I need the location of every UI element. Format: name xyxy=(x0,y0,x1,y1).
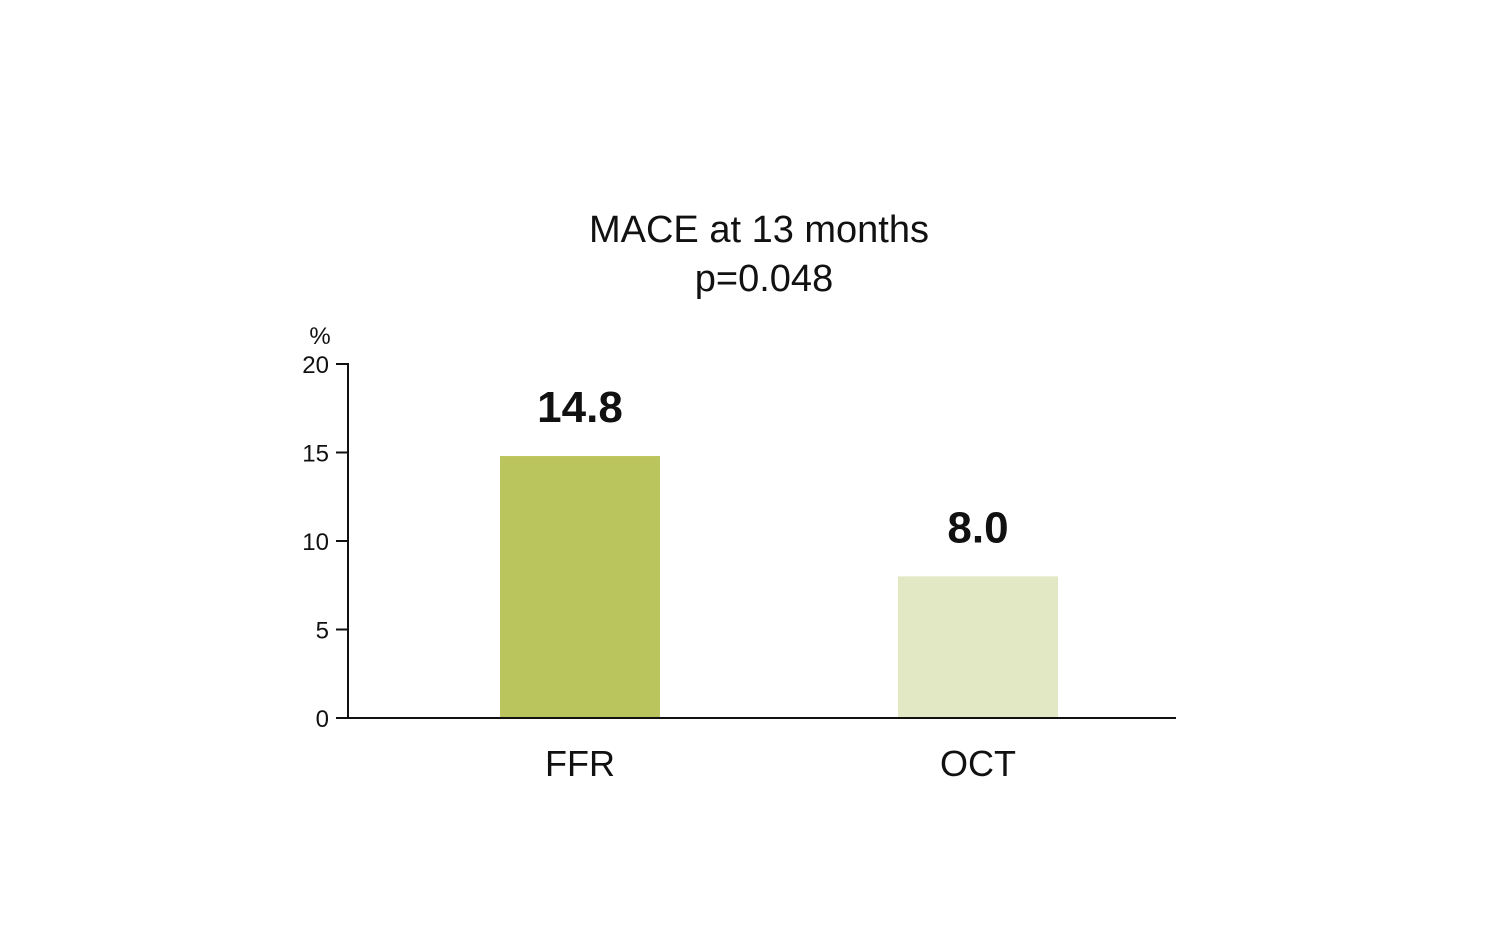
y-tick-label: 15 xyxy=(302,441,329,468)
value-label-oct: 8.0 xyxy=(947,503,1008,552)
chart-subtitle: p=0.048 xyxy=(695,258,833,300)
x-category-label-ffr: FFR xyxy=(545,743,615,784)
y-axis-ticks: 0 5 10 15 20 xyxy=(302,352,348,733)
y-tick-label: 20 xyxy=(302,352,329,379)
bars-group: 14.8 FFR 8.0 OCT xyxy=(500,383,1058,784)
value-label-ffr: 14.8 xyxy=(537,383,623,432)
bar-oct xyxy=(898,576,1058,718)
y-axis-unit-label: % xyxy=(309,323,330,350)
y-tick-label: 10 xyxy=(302,529,329,556)
y-tick-label: 5 xyxy=(316,618,329,645)
y-tick-label: 0 xyxy=(316,706,329,733)
chart-title: MACE at 13 months xyxy=(589,209,929,251)
x-category-label-oct: OCT xyxy=(940,743,1016,784)
bar-ffr xyxy=(500,456,660,718)
